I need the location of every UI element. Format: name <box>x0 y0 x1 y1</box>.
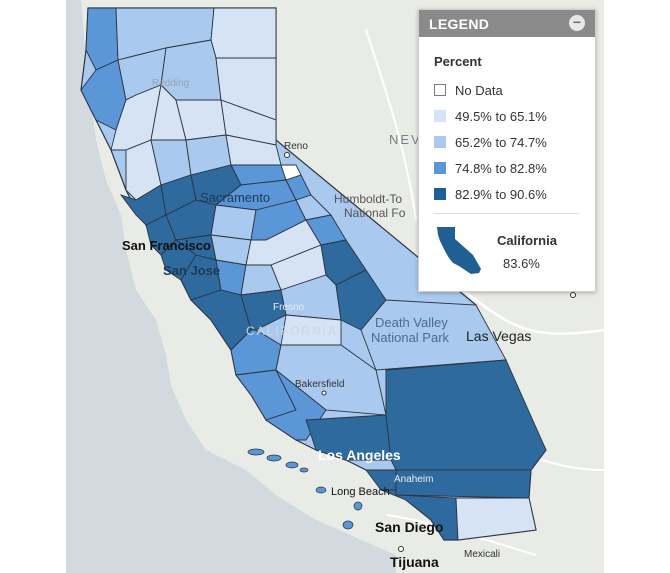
counties <box>80 7 547 541</box>
legend-swatch <box>434 162 446 174</box>
label-redding: Redding <box>152 78 189 89</box>
label-anaheim: Anaheim <box>394 474 433 485</box>
state-value: 83.6% <box>503 256 540 271</box>
legend-swatch <box>434 188 446 200</box>
legend-subtitle: Percent <box>434 54 482 69</box>
label-tijuana: Tijuana <box>390 554 439 570</box>
legend-swatch <box>434 84 446 96</box>
label-long-beach: Long Beach <box>331 486 390 498</box>
county-imperial[interactable] <box>455 497 537 541</box>
legend-item-label: 65.2% to 74.7% <box>455 135 547 150</box>
legend-item-label: 49.5% to 65.1% <box>455 109 547 124</box>
label-reno: Reno <box>284 141 308 152</box>
legend-item-label: No Data <box>455 83 503 98</box>
label-bakersfield: Bakersfield <box>295 379 344 390</box>
label-nevada: NEV <box>389 132 422 147</box>
legend-header[interactable]: LEGEND − <box>419 10 595 37</box>
county-fresno-west[interactable] <box>240 289 287 331</box>
channel-islands <box>247 448 363 530</box>
label-humboldt-toiyabe: Humboldt-To <box>334 192 402 206</box>
legend-item-label: 74.8% to 82.8% <box>455 161 547 176</box>
label-national-forest: National Fo <box>344 206 406 220</box>
state-summary: California 83.6% <box>433 223 583 283</box>
county-modoc[interactable] <box>210 7 277 59</box>
county-san-joaquin[interactable] <box>210 204 257 241</box>
state-name: California <box>497 233 557 248</box>
label-national-park: National Park <box>371 330 450 345</box>
legend-panel: LEGEND − Percent No Data 49.5% to 65.1% … <box>418 9 596 292</box>
city-dot <box>284 152 290 158</box>
map-labels: Redding Reno NEV Humboldt-To National Fo… <box>122 78 576 570</box>
city-dot <box>398 546 404 552</box>
label-sacramento: Sacramento <box>200 190 270 205</box>
label-california: CALIFORNIA <box>246 324 338 338</box>
legend-title: LEGEND <box>429 16 490 32</box>
california-silhouette-icon <box>437 227 481 274</box>
label-san-jose: San Jose <box>163 263 220 278</box>
county-inyo[interactable] <box>360 299 507 371</box>
legend-swatch <box>434 110 446 122</box>
legend-divider <box>433 213 579 214</box>
legend-swatch <box>434 136 446 148</box>
minus-circle-icon[interactable]: − <box>569 15 585 31</box>
label-death-valley: Death Valley <box>375 315 448 330</box>
label-mexicali: Mexicali <box>464 549 500 560</box>
label-san-francisco: San Francisco <box>122 238 211 253</box>
city-dot <box>321 390 327 396</box>
label-san-diego: San Diego <box>375 519 443 535</box>
city-dot <box>570 292 576 298</box>
label-las-vegas: Las Vegas <box>466 328 531 344</box>
label-fresno: Fresno <box>273 302 305 313</box>
legend-item-label: 82.9% to 90.6% <box>455 187 547 202</box>
county-shasta[interactable] <box>160 39 222 101</box>
road <box>365 29 417 221</box>
county-los-angeles[interactable] <box>305 414 392 461</box>
label-los-angeles: Los Angeles <box>318 447 401 463</box>
